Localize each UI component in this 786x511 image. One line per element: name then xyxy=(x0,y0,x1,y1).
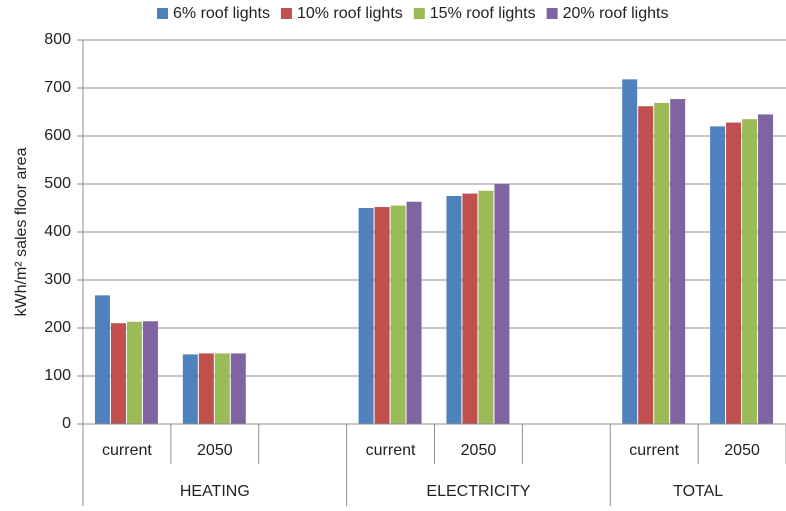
group-label: HEATING xyxy=(180,483,250,500)
bar xyxy=(622,79,638,425)
bar xyxy=(462,193,478,424)
bar xyxy=(358,208,374,424)
legend-swatch xyxy=(413,8,425,19)
x-tick-label: 2050 xyxy=(197,442,233,459)
group-label: TOTAL xyxy=(673,483,723,500)
bar xyxy=(670,99,686,424)
bar xyxy=(726,122,742,424)
y-tick-label: 0 xyxy=(62,415,71,432)
group-label: ELECTRICITY xyxy=(426,483,530,500)
bar xyxy=(406,201,422,424)
x-tick-label: current xyxy=(629,442,679,459)
legend-label: 15% roof lights xyxy=(430,5,536,22)
bar xyxy=(94,295,110,424)
bar xyxy=(110,323,126,424)
legend-label: 10% roof lights xyxy=(297,5,403,22)
bar xyxy=(478,190,494,424)
x-tick-label: 2050 xyxy=(461,442,497,459)
bar xyxy=(182,354,198,424)
y-tick-label: 500 xyxy=(44,175,71,192)
legend-swatch xyxy=(546,8,558,19)
bar xyxy=(198,353,214,424)
y-tick-label: 700 xyxy=(44,79,71,96)
legend-swatch xyxy=(157,8,168,19)
y-tick-label: 600 xyxy=(44,127,71,144)
x-tick-label: current xyxy=(366,442,416,459)
bar xyxy=(390,205,406,424)
bar xyxy=(230,353,246,424)
bar xyxy=(214,353,230,424)
bar xyxy=(446,196,462,424)
x-tick-label: current xyxy=(102,442,152,459)
bar xyxy=(654,102,670,424)
legend-swatch xyxy=(280,8,292,19)
x-tick-label: 2050 xyxy=(724,442,760,459)
y-tick-label: 400 xyxy=(44,223,71,240)
bar xyxy=(374,207,390,424)
bar xyxy=(758,114,774,425)
bar xyxy=(126,321,142,424)
bar xyxy=(638,106,654,425)
bar xyxy=(142,321,158,424)
y-tick-label: 100 xyxy=(44,367,71,384)
bar xyxy=(742,119,758,424)
bar xyxy=(494,184,510,424)
legend-label: 20% roof lights xyxy=(563,5,669,22)
y-tick-label: 200 xyxy=(44,319,71,336)
bar xyxy=(710,126,726,425)
y-tick-label: 800 xyxy=(44,31,71,48)
legend-label: 6% roof lights xyxy=(173,5,270,22)
y-axis-label: kWh/m² sales floor area xyxy=(13,147,30,316)
y-tick-label: 300 xyxy=(44,271,71,288)
